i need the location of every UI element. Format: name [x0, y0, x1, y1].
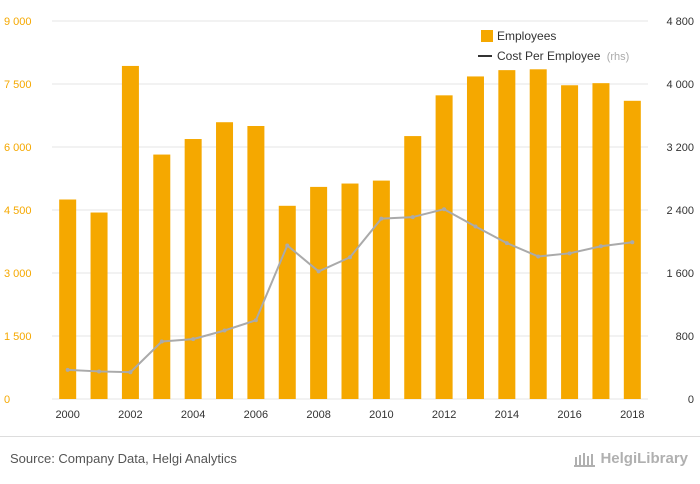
bar-2017[interactable]	[592, 83, 610, 399]
line-point-2016[interactable]	[567, 251, 572, 256]
bar-2005[interactable]	[216, 122, 234, 399]
bar-2008[interactable]	[310, 186, 328, 399]
line-point-2011[interactable]	[410, 215, 415, 220]
bar-2010[interactable]	[372, 180, 390, 399]
combo-chart: 0 1 500 3 000 4 500 6 000 7 500 9 000 0 800 1 60…	[4, 16, 694, 421]
x-tick-label: 2016	[557, 409, 581, 421]
bar-2013[interactable]	[466, 76, 484, 399]
line-point-2010[interactable]	[379, 216, 384, 221]
x-axis-ticks: 2000 2002 2004 2006 2008 2010 2012 2014 2016 2018	[55, 409, 644, 421]
library-icon	[574, 452, 596, 467]
line-point-2005[interactable]	[222, 328, 227, 333]
legend-label-cost-text: Cost Per Employee	[497, 49, 601, 63]
line-point-2003[interactable]	[159, 339, 164, 344]
y-right-tick-label: 3 200	[666, 142, 694, 154]
line-point-2018[interactable]	[630, 240, 635, 245]
x-tick-label: 2018	[620, 409, 644, 421]
bar-2011[interactable]	[404, 136, 422, 399]
line-point-2013[interactable]	[473, 224, 478, 229]
bar-2001[interactable]	[90, 212, 108, 399]
x-tick-label: 2000	[55, 409, 79, 421]
y-right-tick-label: 0	[688, 394, 694, 406]
legend-swatch-employees	[481, 30, 493, 42]
line-point-2009[interactable]	[348, 255, 352, 260]
bar-2003[interactable]	[153, 154, 171, 399]
bar-2012[interactable]	[435, 95, 453, 399]
x-tick-label: 2008	[306, 409, 330, 421]
line-point-2004[interactable]	[191, 337, 196, 342]
y-right-tick-label: 800	[676, 331, 694, 343]
brand-logo[interactable]: HelgiLibrary	[574, 450, 688, 467]
x-tick-label: 2010	[369, 409, 393, 421]
line-point-2006[interactable]	[253, 318, 258, 323]
cost-per-employee-line	[65, 207, 635, 375]
line-point-2014[interactable]	[504, 241, 509, 246]
left-axis-ticks: 0 1 500 3 000 4 500 6 000 7 500 9 000	[4, 16, 32, 406]
line-point-2008[interactable]	[316, 269, 321, 274]
line-point-2002[interactable]	[128, 370, 133, 375]
bar-2018[interactable]	[623, 100, 641, 400]
bar-2007[interactable]	[278, 205, 296, 399]
x-tick-label: 2004	[181, 409, 205, 421]
legend-label-cost-per-employee: Cost Per Employee (rhs)	[497, 49, 629, 63]
y-left-tick-label: 3 000	[4, 268, 32, 280]
line-point-2017[interactable]	[598, 244, 603, 249]
legend-label-rhs: (rhs)	[607, 51, 630, 63]
y-left-tick-label: 4 500	[4, 205, 32, 217]
y-right-tick-label: 4 800	[666, 16, 694, 28]
bar-2004[interactable]	[184, 139, 202, 399]
x-tick-label: 2012	[432, 409, 456, 421]
brand-name: HelgiLibrary	[600, 450, 688, 467]
y-left-tick-label: 9 000	[4, 16, 32, 28]
line-point-2000[interactable]	[65, 367, 70, 372]
bar-2009[interactable]	[341, 183, 359, 399]
footer: Source: Company Data, Helgi Analytics He…	[0, 436, 700, 484]
bar-2015[interactable]	[529, 69, 547, 400]
source-note: Source: Company Data, Helgi Analytics	[10, 451, 237, 466]
y-left-tick-label: 7 500	[4, 79, 32, 91]
y-left-tick-label: 1 500	[4, 331, 32, 343]
y-left-tick-label: 6 000	[4, 142, 32, 154]
legend-label-employees: Employees	[497, 29, 556, 43]
bar-2006[interactable]	[247, 126, 265, 399]
x-tick-label: 2002	[118, 409, 142, 421]
x-tick-label: 2006	[244, 409, 268, 421]
legend: Employees Cost Per Employee (rhs)	[478, 29, 629, 63]
line-point-2001[interactable]	[97, 369, 102, 374]
bar-2000[interactable]	[59, 199, 77, 400]
line-point-2007[interactable]	[285, 243, 290, 248]
employees-bars	[59, 65, 641, 400]
bar-2016[interactable]	[561, 85, 579, 399]
y-right-tick-label: 4 000	[666, 79, 694, 91]
y-right-tick-label: 1 600	[666, 268, 694, 280]
y-right-tick-label: 2 400	[666, 205, 694, 217]
right-axis-ticks: 0 800 1 600 2 400 3 200 4 000 4 800	[666, 16, 694, 406]
bar-2014[interactable]	[498, 70, 516, 399]
line-point-2015[interactable]	[536, 254, 541, 259]
y-left-tick-label: 0	[4, 394, 10, 406]
line-point-2012[interactable]	[442, 207, 447, 212]
x-tick-label: 2014	[495, 409, 519, 421]
bar-2002[interactable]	[121, 65, 139, 399]
